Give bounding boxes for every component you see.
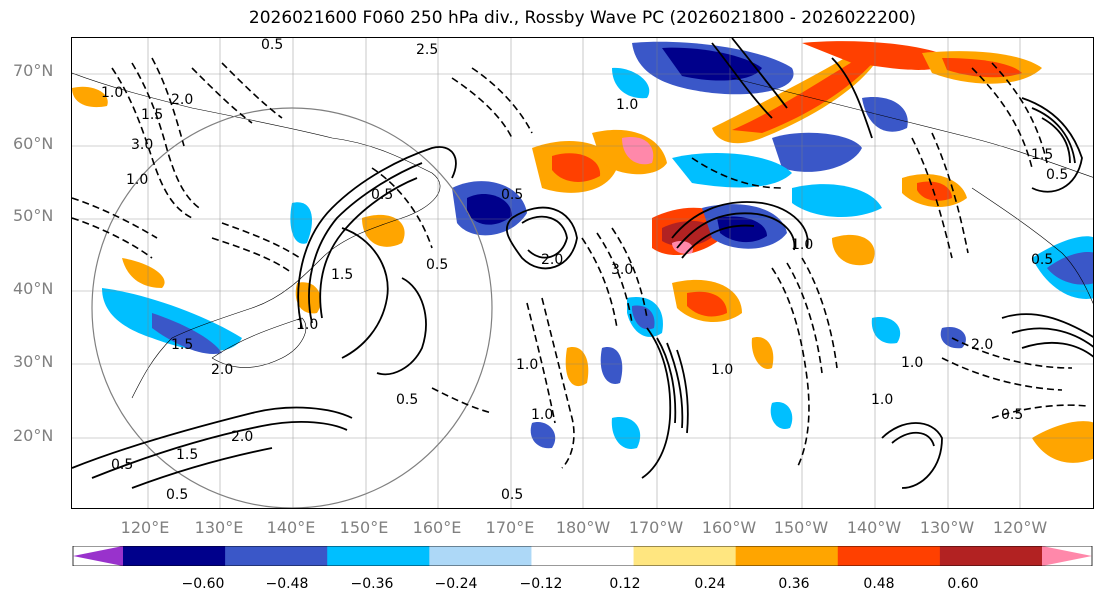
- colorbar-tick: 0.36: [778, 576, 810, 592]
- map-canvas: [72, 38, 1093, 508]
- colorbar-extend-max: [1042, 546, 1092, 566]
- colorbar-tick: −0.60: [181, 576, 225, 592]
- lon-label-140w: 140°W: [846, 518, 902, 537]
- colorbar-segment: [429, 546, 532, 566]
- lon-label-140e: 140°E: [266, 518, 316, 537]
- lon-label-170w: 170°W: [628, 518, 684, 537]
- colorbar-segment: [939, 546, 1043, 566]
- colorbar-segment: [123, 546, 226, 566]
- lon-label-180w: 180°W: [555, 518, 611, 537]
- lon-label-120w: 120°W: [992, 518, 1048, 537]
- lat-label-70n: 70°N: [13, 61, 54, 80]
- colorbar-segment: [633, 546, 737, 566]
- colorbar-tick: −0.36: [350, 576, 394, 592]
- lon-label-120e: 120°E: [120, 518, 170, 537]
- region-circle: [91, 107, 493, 508]
- colorbar: [72, 546, 1093, 566]
- coastlines: [72, 72, 1093, 399]
- lon-label-160e: 160°E: [412, 518, 462, 537]
- lat-label-60n: 60°N: [13, 134, 54, 153]
- colorbar-tick: 0.60: [947, 576, 979, 592]
- colorbar-tick: 0.24: [694, 576, 726, 592]
- dashed-contours: [72, 57, 1088, 469]
- colorbar-tick: 0.12: [609, 576, 641, 592]
- lon-label-150w: 150°W: [773, 518, 829, 537]
- colorbar-segment: [225, 546, 328, 566]
- colorbar-tick: 0.48: [863, 576, 895, 592]
- colorbar-extend-min: [73, 546, 123, 566]
- colorbar-segment: [735, 546, 839, 566]
- colorbar-tick: −0.24: [434, 576, 478, 592]
- colorbar-segment: [531, 546, 635, 566]
- lat-label-40n: 40°N: [13, 279, 54, 298]
- lon-label-170e: 170°E: [485, 518, 535, 537]
- lat-label-50n: 50°N: [13, 206, 54, 225]
- lat-label-30n: 30°N: [13, 352, 54, 371]
- colorbar-tick: −0.48: [265, 576, 309, 592]
- lat-lon-grid: [72, 38, 1093, 508]
- colorbar-segment: [327, 546, 430, 566]
- lon-label-150e: 150°E: [339, 518, 389, 537]
- shaded-divergence-field: [72, 41, 1093, 463]
- colorbar-tick: −0.12: [519, 576, 563, 592]
- map-panel: [71, 37, 1094, 509]
- solid-contours: [72, 38, 1093, 489]
- colorbar-segment: [837, 546, 941, 566]
- chart-title: 2026021600 F060 250 hPa div., Rossby Wav…: [248, 8, 917, 28]
- lon-label-130e: 130°E: [194, 518, 244, 537]
- lon-label-130w: 130°W: [919, 518, 975, 537]
- lon-label-160w: 160°W: [701, 518, 757, 537]
- lat-label-20n: 20°N: [13, 426, 54, 445]
